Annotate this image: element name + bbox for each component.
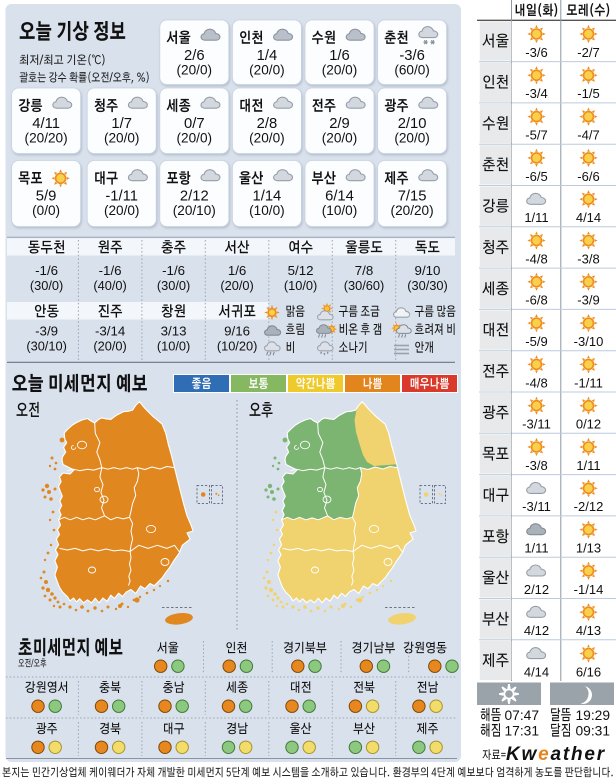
svg-text:4/13: 4/13: [576, 623, 601, 638]
svg-text:7/15: 7/15: [398, 189, 427, 205]
svg-text:0/7: 0/7: [184, 116, 205, 132]
svg-text:1/4: 1/4: [257, 48, 278, 64]
svg-text:-3/10: -3/10: [574, 334, 604, 349]
svg-text:(0/0): (0/0): [32, 203, 60, 218]
svg-text:-6/6: -6/6: [577, 169, 599, 184]
svg-text:1/11: 1/11: [524, 541, 548, 556]
svg-text:2/10: 2/10: [398, 116, 427, 132]
svg-text:Kweather: Kweather: [506, 744, 606, 765]
svg-text:(20/0): (20/0): [93, 339, 126, 354]
svg-text:-1/6: -1/6: [35, 263, 58, 278]
svg-text:(20/0): (20/0): [104, 131, 140, 146]
svg-text:-3/6: -3/6: [399, 48, 425, 64]
svg-text:-4/7: -4/7: [577, 128, 599, 143]
svg-text:(10/0): (10/0): [249, 203, 285, 218]
svg-text:(20/0): (20/0): [177, 131, 213, 146]
svg-text:(30/0): (30/0): [157, 278, 190, 293]
svg-text:(20/0): (20/0): [322, 63, 358, 78]
svg-text:2/9: 2/9: [329, 116, 350, 132]
svg-text:(60/0): (60/0): [394, 63, 430, 78]
svg-text:-3/8: -3/8: [525, 458, 547, 473]
svg-text:(20/0): (20/0): [220, 278, 253, 293]
svg-text:-3/4: -3/4: [525, 86, 547, 101]
svg-text:(20/0): (20/0): [249, 63, 285, 78]
svg-text:4/11: 4/11: [32, 116, 60, 132]
svg-text:2/8: 2/8: [257, 116, 278, 132]
svg-text:3/13: 3/13: [161, 324, 187, 339]
svg-text:2/12: 2/12: [524, 582, 549, 597]
svg-text:1/6: 1/6: [228, 263, 247, 278]
svg-text:-2/12: -2/12: [574, 499, 604, 514]
svg-text:-5/7: -5/7: [525, 128, 547, 143]
svg-text:-1/11: -1/11: [105, 189, 138, 205]
svg-text:-3/6: -3/6: [525, 45, 547, 60]
svg-text:4/12: 4/12: [524, 623, 549, 638]
svg-text:19:29: 19:29: [576, 708, 611, 723]
svg-text:-6/8: -6/8: [525, 293, 547, 308]
svg-text:-3/8: -3/8: [577, 251, 599, 266]
svg-text:-6/5: -6/5: [525, 169, 547, 184]
svg-text:-1/5: -1/5: [577, 86, 599, 101]
svg-text:5/9: 5/9: [36, 189, 57, 205]
svg-text:-2/7: -2/7: [577, 45, 599, 60]
svg-text:(30/10): (30/10): [26, 339, 67, 354]
svg-text:(20/0): (20/0): [394, 131, 430, 146]
svg-text:7/8: 7/8: [355, 263, 374, 278]
svg-text:(20/10): (20/10): [173, 203, 216, 218]
svg-text:(30/0): (30/0): [30, 278, 63, 293]
svg-text:-1/6: -1/6: [162, 263, 185, 278]
svg-text:(30/30): (30/30): [407, 278, 448, 293]
svg-text:9/10: 9/10: [415, 263, 441, 278]
svg-text:-3/9: -3/9: [577, 293, 599, 308]
svg-text:(30/60): (30/60): [344, 278, 385, 293]
svg-text:1/6: 1/6: [329, 48, 350, 64]
svg-text:-4/8: -4/8: [525, 375, 547, 390]
svg-text:6/16: 6/16: [576, 664, 601, 679]
svg-text:(20/20): (20/20): [391, 203, 434, 218]
svg-text:-3/14: -3/14: [95, 324, 125, 339]
svg-text:1/13: 1/13: [576, 541, 601, 556]
svg-text:(20/20): (20/20): [25, 131, 68, 146]
svg-text:0/12: 0/12: [576, 417, 601, 432]
svg-text:-3/11: -3/11: [522, 499, 551, 514]
svg-text:6/14: 6/14: [325, 189, 354, 205]
svg-text:4/14: 4/14: [576, 210, 601, 225]
svg-text:1/11: 1/11: [524, 210, 548, 225]
svg-text:(10/0): (10/0): [322, 203, 358, 218]
svg-text:-5/9: -5/9: [525, 334, 547, 349]
svg-text:(10/0): (10/0): [284, 278, 317, 293]
svg-text:09:31: 09:31: [576, 724, 611, 739]
svg-text:-1/11: -1/11: [574, 375, 603, 390]
svg-text:(20/0): (20/0): [322, 131, 358, 146]
svg-text:17:31: 17:31: [505, 724, 540, 739]
svg-text:-1/6: -1/6: [99, 263, 122, 278]
svg-text:-3/11: -3/11: [522, 417, 551, 432]
svg-text:-4/8: -4/8: [525, 251, 547, 266]
svg-text:5/12: 5/12: [288, 263, 314, 278]
svg-text:(10/0): (10/0): [157, 339, 190, 354]
svg-text:2/6: 2/6: [184, 48, 205, 64]
svg-text:(20/0): (20/0): [177, 63, 213, 78]
svg-text:(20/0): (20/0): [249, 131, 285, 146]
svg-text:-1/14: -1/14: [574, 582, 604, 597]
svg-text:1/14: 1/14: [252, 189, 281, 205]
svg-text:(10/20): (10/20): [217, 339, 258, 354]
svg-text:1/11: 1/11: [576, 458, 600, 473]
svg-text:(20/0): (20/0): [104, 203, 140, 218]
svg-text:(40/0): (40/0): [93, 278, 126, 293]
svg-text:2/12: 2/12: [180, 189, 209, 205]
svg-text:4/14: 4/14: [524, 664, 549, 679]
svg-text:9/16: 9/16: [224, 324, 250, 339]
svg-text:07:47: 07:47: [505, 708, 540, 723]
svg-text:-3/9: -3/9: [35, 324, 58, 339]
svg-text:1/7: 1/7: [111, 116, 132, 132]
